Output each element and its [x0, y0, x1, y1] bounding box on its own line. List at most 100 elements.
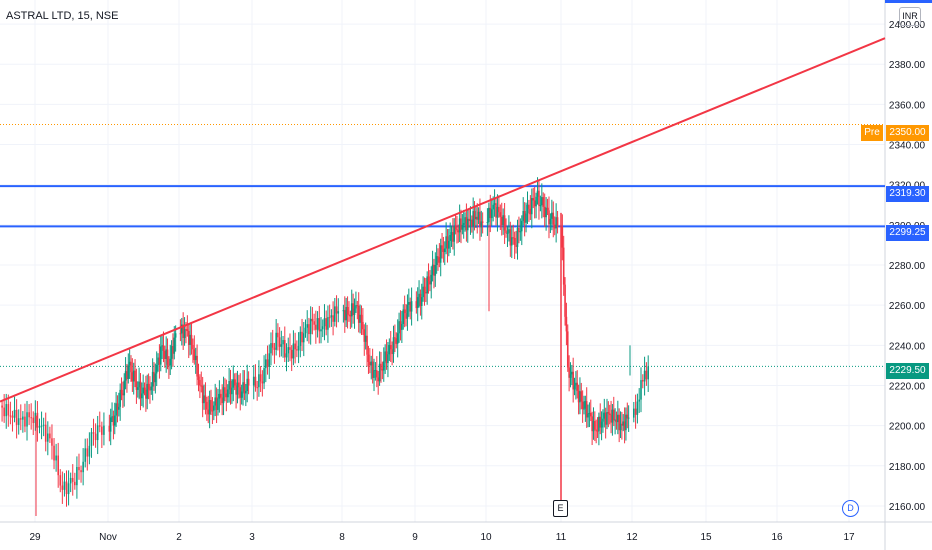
candle-body — [53, 445, 55, 461]
candle-body — [318, 318, 321, 332]
candle-body — [349, 315, 352, 317]
candle-body — [486, 222, 489, 224]
candle-body — [532, 198, 535, 201]
candle-body — [170, 346, 173, 359]
symbol-title[interactable]: ASTRAL LTD, 15, NSE — [6, 10, 119, 22]
candle-body — [325, 318, 327, 330]
candle-body — [505, 230, 507, 234]
candle-body — [182, 324, 184, 338]
candle-body — [259, 374, 262, 382]
candle-body — [357, 305, 360, 323]
candle-body — [199, 379, 201, 386]
candle-body — [588, 412, 591, 414]
candle-body — [621, 423, 623, 426]
earnings-marker[interactable]: E — [553, 500, 568, 517]
candle-body — [239, 387, 242, 398]
candle-body — [236, 382, 239, 395]
upper-level-price-tag: 2319.30 — [886, 186, 929, 202]
candle-body — [210, 400, 212, 411]
candle-body — [211, 410, 214, 412]
candle-body — [545, 207, 547, 218]
candle-body — [346, 306, 349, 315]
candle-body — [600, 421, 603, 428]
candle-body — [387, 354, 389, 364]
candle-body — [402, 309, 405, 324]
candle-body — [512, 237, 514, 239]
candle-body — [610, 414, 612, 423]
candle-body — [481, 221, 484, 223]
candle-body — [17, 418, 20, 425]
candle-body — [120, 389, 123, 394]
candle-body — [419, 293, 422, 306]
candle-body — [464, 217, 466, 224]
candle-body — [457, 230, 460, 233]
candle-body — [296, 349, 298, 351]
candle-body — [161, 345, 163, 347]
candle-body — [225, 393, 228, 398]
candle-body — [406, 304, 409, 319]
candle-body — [580, 391, 583, 402]
candle-body — [625, 414, 627, 431]
candle-body — [149, 389, 151, 391]
candle-body — [278, 337, 281, 347]
candle-body — [63, 481, 66, 490]
candle-body — [113, 415, 116, 426]
candle-body — [476, 216, 479, 220]
candle-body — [1, 405, 3, 408]
candle-body — [388, 345, 391, 355]
candle-body — [143, 387, 146, 390]
candle-body — [208, 400, 211, 415]
candle-body — [96, 425, 99, 441]
candle-body — [109, 417, 112, 432]
candle-body — [92, 432, 95, 434]
candle-body — [289, 347, 291, 350]
candle-body — [186, 329, 189, 332]
candle-body — [392, 337, 395, 355]
candle-body — [315, 324, 317, 330]
candle-body — [525, 213, 527, 223]
candle-body — [128, 361, 131, 366]
candle-body — [499, 212, 502, 217]
candle-body — [446, 236, 449, 249]
candle-body — [367, 354, 370, 362]
candle-body — [158, 357, 161, 365]
candle-body — [352, 303, 354, 315]
dividend-marker[interactable]: D — [842, 500, 859, 517]
candle-body — [311, 318, 314, 322]
candle-body — [603, 412, 606, 419]
candle-body — [518, 227, 520, 233]
candle-body — [498, 206, 500, 213]
candle-body — [235, 385, 237, 395]
candle-body — [122, 393, 124, 396]
currency-badge[interactable]: INR — [899, 7, 921, 26]
candle-body — [86, 448, 89, 457]
trend-line — [0, 37, 886, 403]
candle-body — [302, 333, 305, 343]
candle-body — [42, 424, 45, 426]
candle-body — [32, 417, 35, 424]
candle-body — [155, 365, 158, 374]
candle-body — [82, 461, 84, 473]
candle-body — [552, 212, 555, 225]
candle-body — [535, 196, 537, 207]
candle-body — [203, 395, 205, 404]
candle-body — [553, 224, 556, 229]
candle-body — [489, 207, 492, 219]
candle-body — [283, 340, 286, 358]
candle-body — [541, 197, 543, 206]
candle-body — [450, 232, 453, 236]
x-tick-label: 15 — [700, 532, 712, 543]
candle-body — [602, 418, 604, 422]
candle-body — [157, 357, 159, 366]
candle-body — [410, 301, 413, 312]
candle-body — [168, 364, 170, 366]
candle-body — [101, 426, 103, 435]
candle-body — [232, 379, 235, 388]
candle-body — [539, 205, 542, 207]
candle-body — [38, 426, 41, 428]
candle-body — [579, 391, 581, 403]
candle-body — [7, 404, 10, 416]
candle-body — [589, 412, 592, 417]
candle-body — [508, 229, 510, 233]
